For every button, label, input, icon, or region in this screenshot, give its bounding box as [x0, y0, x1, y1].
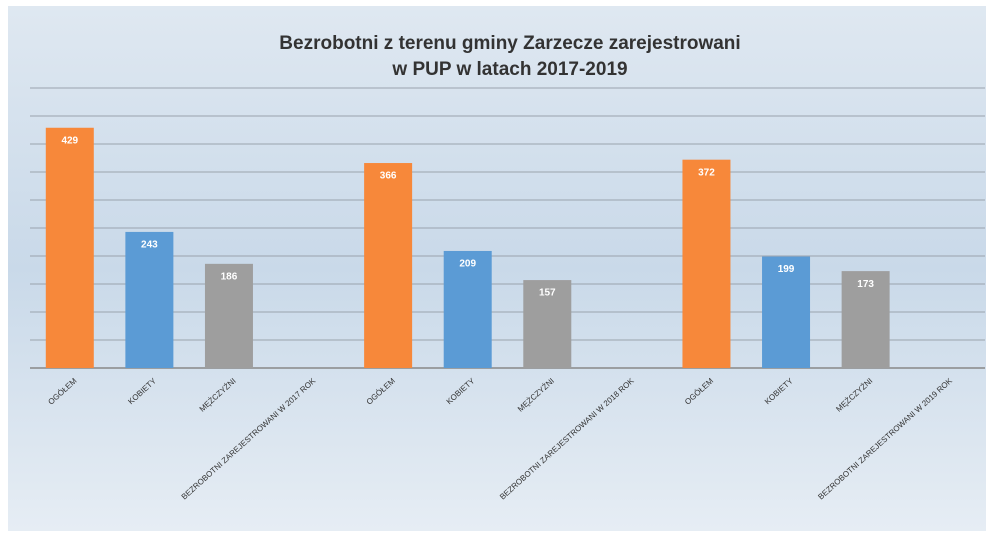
data-label: 186 — [221, 271, 238, 282]
bar — [523, 280, 572, 368]
chart-title: w PUP w latach 2017-2019 — [391, 59, 627, 80]
data-label: 157 — [539, 288, 556, 299]
bar — [364, 163, 413, 368]
bar — [682, 159, 731, 368]
bar — [45, 127, 94, 368]
bar — [204, 263, 253, 368]
data-label: 199 — [778, 264, 795, 275]
data-label: 372 — [698, 167, 715, 178]
bar — [443, 250, 492, 368]
bar — [841, 271, 890, 368]
data-label: 243 — [141, 240, 158, 251]
data-label: 209 — [459, 259, 476, 270]
chart-title: Bezrobotni z terenu gminy Zarzecze zarej… — [279, 33, 740, 54]
bar — [125, 231, 174, 368]
bar — [762, 256, 811, 368]
data-label: 429 — [61, 135, 78, 146]
data-label: 366 — [380, 171, 397, 182]
data-label: 173 — [857, 279, 874, 290]
